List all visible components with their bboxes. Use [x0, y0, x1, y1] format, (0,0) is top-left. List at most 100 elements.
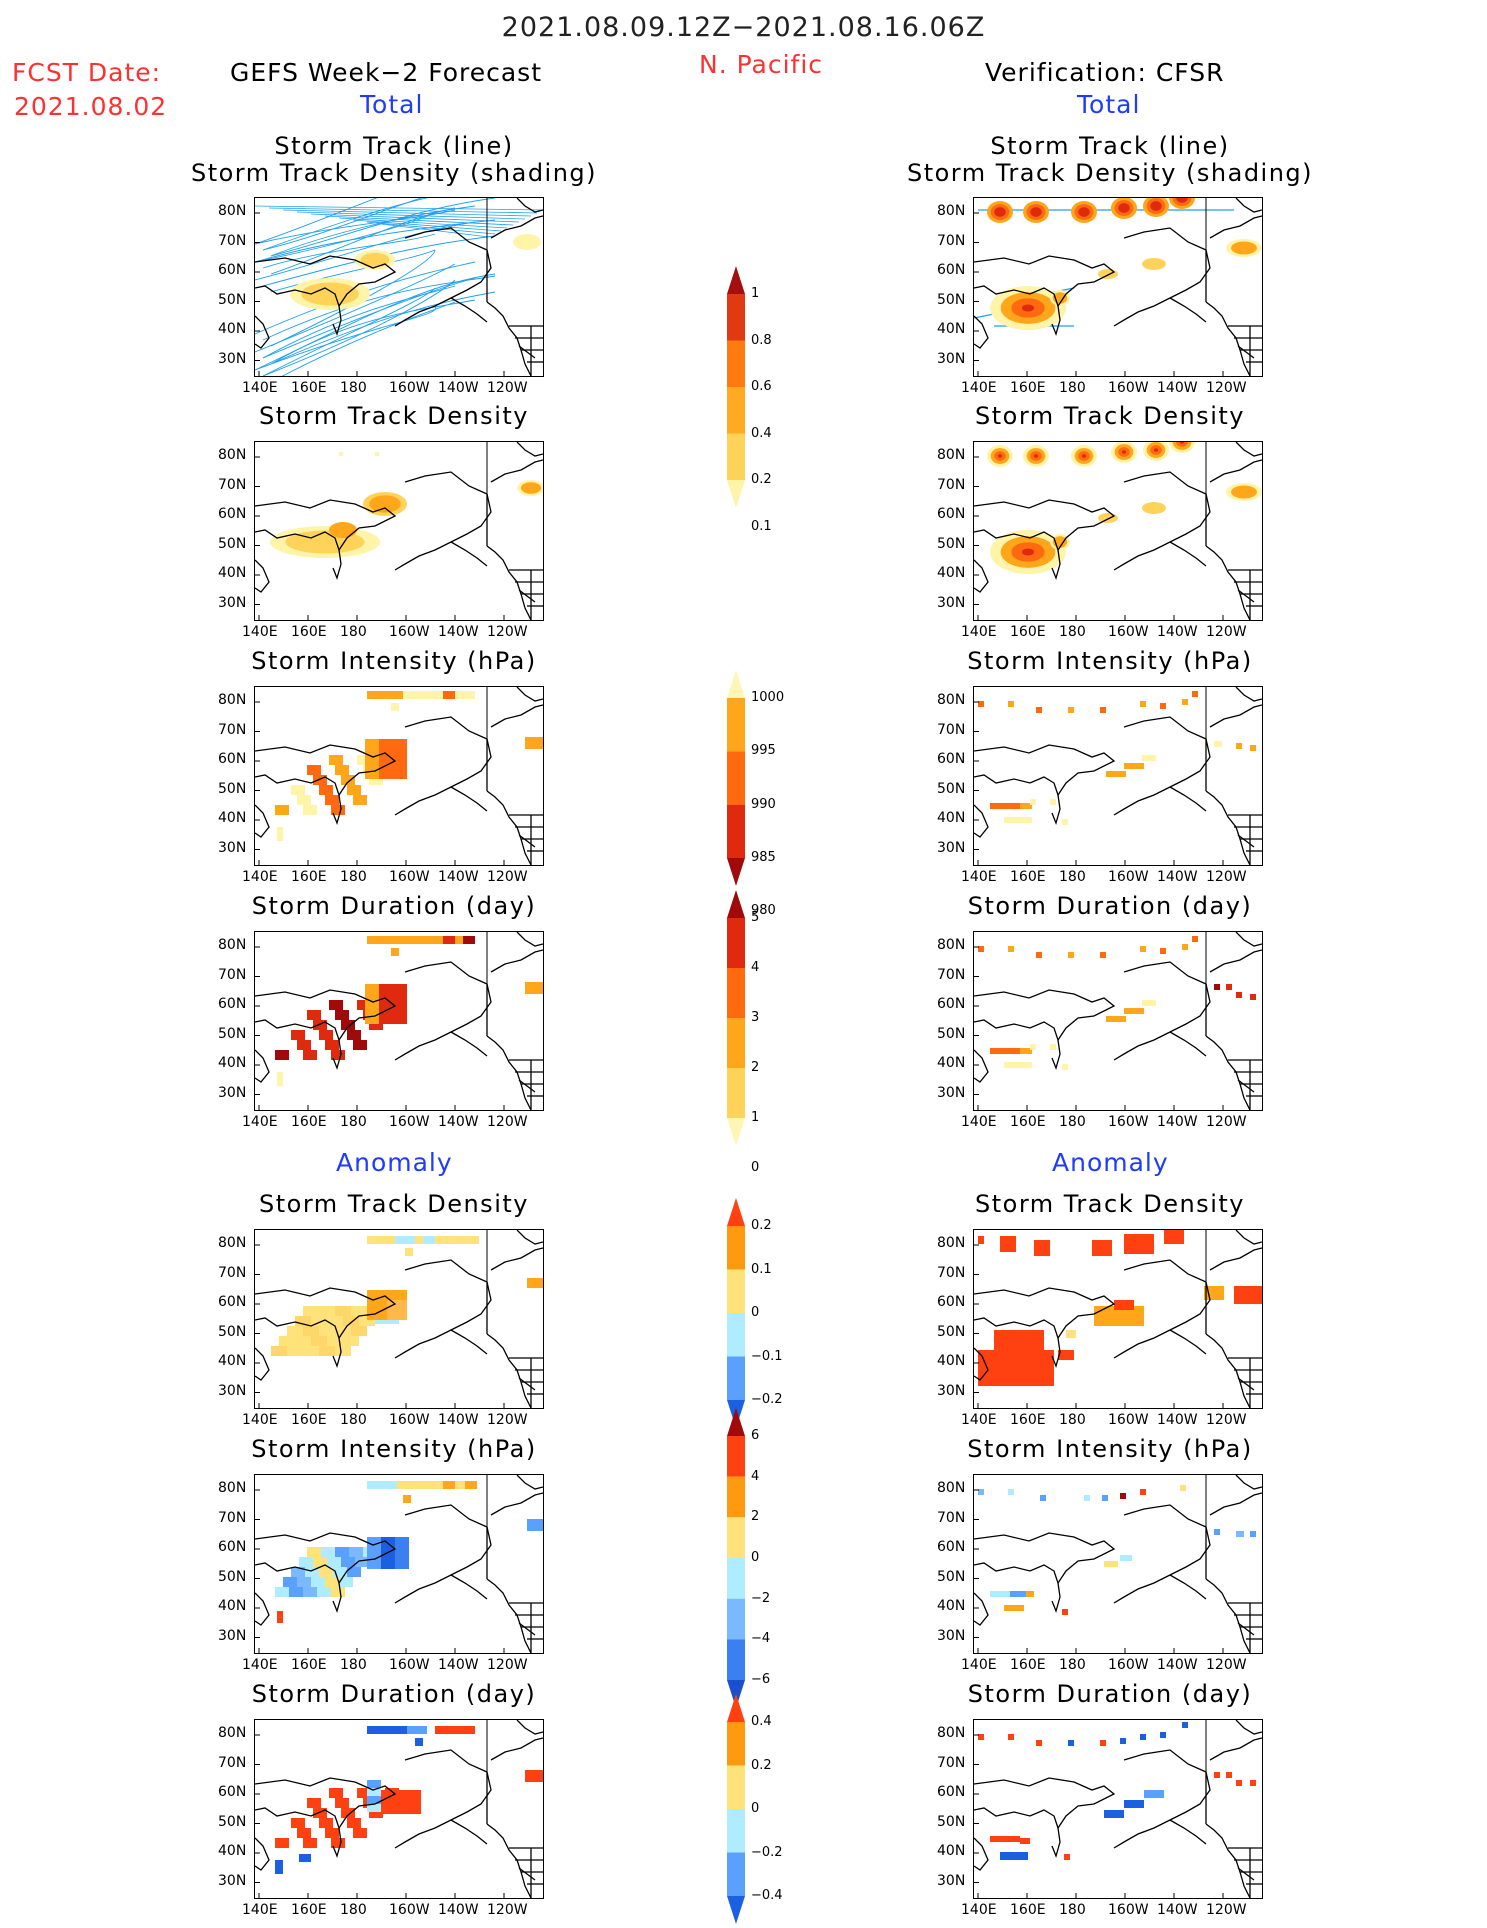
map-left-intensity: [254, 686, 544, 866]
grid-cell: [319, 1306, 335, 1316]
density-blob: [1078, 207, 1090, 217]
density-blob: [520, 482, 542, 494]
grid-cell: [335, 1010, 349, 1020]
lon-label: 160E: [1010, 1114, 1046, 1130]
map-right-track: [973, 197, 1263, 377]
grid-cell: [295, 1316, 311, 1326]
grid-cell: [407, 1726, 427, 1734]
grid-cell: [353, 795, 367, 805]
colorbar-segment: [727, 1018, 745, 1068]
lon-label: 120W: [487, 1902, 528, 1918]
grid-cell: [1104, 1810, 1124, 1818]
grid-cell: [525, 1770, 543, 1782]
grid-cell: [367, 1788, 381, 1796]
grid-cell: [307, 765, 321, 775]
grid-cell: [325, 1828, 339, 1838]
map-svg: [255, 1475, 543, 1653]
grid-cell: [289, 1587, 303, 1597]
grid-cell: [275, 805, 289, 815]
grid-cell: [1236, 1531, 1244, 1537]
colorbar-segment: [727, 433, 745, 480]
grid-cell: [391, 948, 399, 956]
coastline: [1209, 1492, 1262, 1516]
coastline: [1209, 1737, 1262, 1761]
colorbar-label: 0: [751, 1801, 760, 1816]
lon-label: 160E: [291, 1412, 327, 1428]
coastline: [516, 442, 543, 457]
lat-label: 40N: [218, 321, 247, 337]
grid-cell: [1064, 1854, 1070, 1860]
grid-cell: [1020, 803, 1032, 809]
colorbar-segment: [727, 340, 745, 387]
grid-cell: [1062, 819, 1068, 825]
lat-label: 50N: [218, 1323, 247, 1340]
coastline: [450, 541, 488, 567]
grid-cell: [415, 1738, 423, 1746]
lon-label: 160W: [389, 1902, 430, 1918]
coastline: [332, 1337, 342, 1369]
density-blob: [1021, 548, 1035, 556]
grid-cell: [1140, 701, 1146, 707]
lat-label: 60N: [218, 996, 247, 1012]
grid-cell: [353, 1828, 367, 1838]
lat-label: 40N: [937, 1843, 966, 1859]
coastline: [1205, 545, 1251, 620]
grid-cell: [1092, 1240, 1112, 1256]
storm-track-line: [255, 221, 476, 281]
colorbar-cap: [727, 858, 745, 886]
grid-cell: [319, 1818, 333, 1828]
lat-label: 40N: [937, 321, 966, 337]
grid-cell: [367, 1553, 381, 1561]
lon-label: 180: [1059, 380, 1086, 396]
grid-cell: [1066, 1330, 1076, 1338]
lon-label: 140W: [1157, 869, 1198, 885]
lat-label: 40N: [218, 810, 247, 826]
coastline: [1113, 961, 1211, 1061]
grid-cell: [994, 1330, 1044, 1350]
coastline: [1169, 1329, 1207, 1355]
coastline: [255, 1049, 270, 1083]
grid-cell: [311, 1336, 327, 1346]
grid-cell: [391, 703, 399, 711]
lat-label: 30N: [937, 350, 966, 367]
coastline: [518, 1079, 536, 1093]
coastline: [394, 1259, 492, 1359]
lat-label: 30N: [937, 1872, 966, 1889]
coastline: [516, 1230, 543, 1245]
grid-cell: [357, 755, 371, 765]
coastline: [255, 1777, 397, 1830]
coastline: [394, 1749, 492, 1849]
grid-cell: [275, 1860, 283, 1874]
grid-cell: [1140, 946, 1146, 952]
grid-cell: [347, 785, 361, 795]
colorbar-svg: [727, 1198, 745, 1428]
grid-cell: [381, 1537, 395, 1545]
grid-cell: [367, 1780, 381, 1788]
lat-label: 60N: [218, 1784, 247, 1800]
lon-label: 120W: [1206, 1412, 1247, 1428]
grid-cell: [1124, 763, 1144, 769]
grid-cell: [1050, 1044, 1056, 1050]
grid-cell: [1140, 1489, 1146, 1495]
grid-cell: [303, 1050, 317, 1060]
grid-cell: [1036, 952, 1042, 958]
coastline: [450, 786, 488, 812]
grid-cell: [365, 1016, 379, 1024]
coastline: [1205, 1578, 1251, 1653]
grid-cell: [299, 1854, 311, 1862]
grid-cell: [347, 1818, 361, 1828]
coastline: [450, 1329, 488, 1355]
lon-label: 140E: [961, 1114, 997, 1130]
grid-cell: [1104, 1561, 1118, 1567]
grid-cell: [1144, 1790, 1164, 1798]
lon-label: 140W: [1157, 624, 1198, 640]
map-svg: [974, 932, 1262, 1110]
storm-track-line: [262, 279, 456, 376]
lat-label: 80N: [218, 203, 247, 219]
grid-cell: [277, 1072, 283, 1086]
colorbar-svg: [727, 890, 745, 1146]
density-blob: [1150, 201, 1162, 211]
grid-cell: [349, 1547, 363, 1557]
coastline: [490, 949, 543, 973]
grid-cell: [1100, 952, 1106, 958]
